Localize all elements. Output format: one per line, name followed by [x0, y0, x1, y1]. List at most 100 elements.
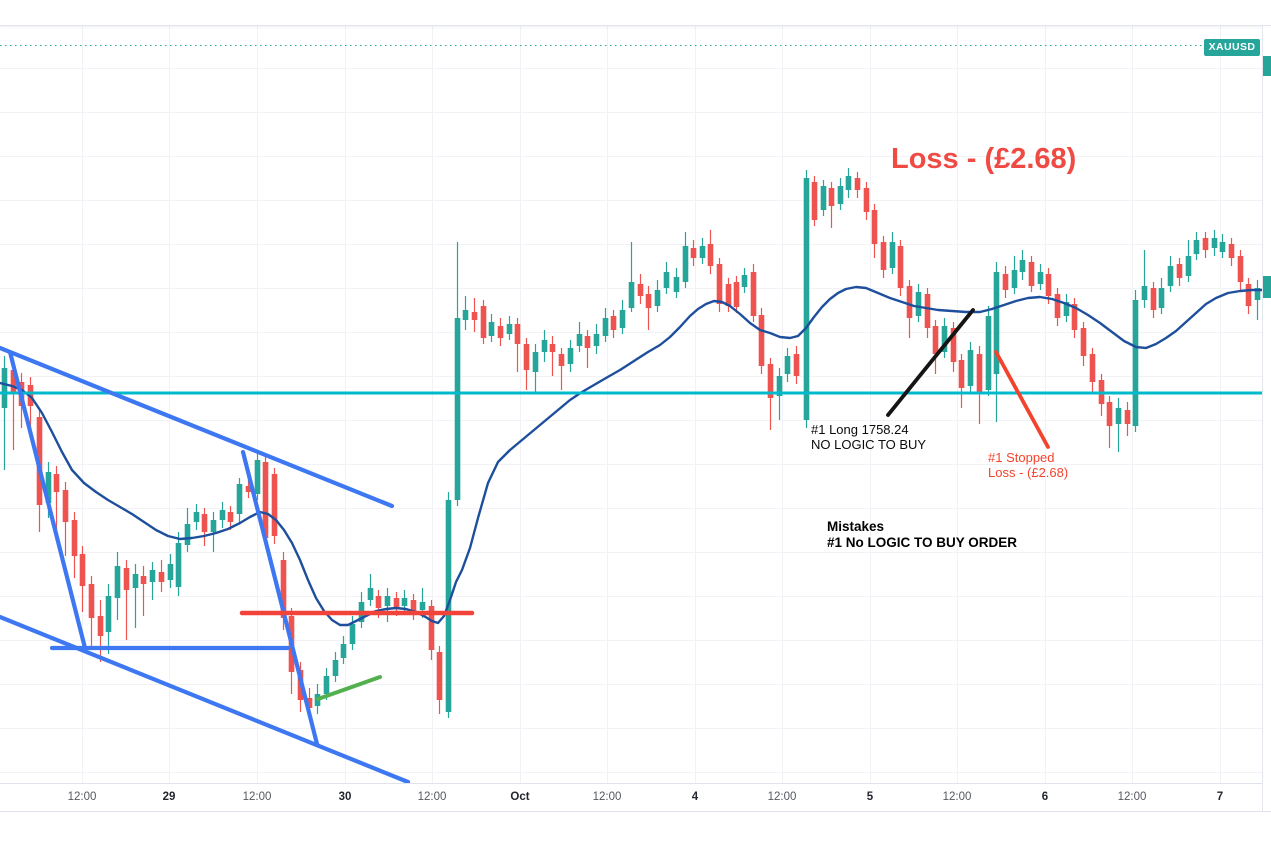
candle-body	[567, 348, 574, 364]
candle-body	[105, 596, 112, 632]
candle-body	[1150, 288, 1157, 310]
candle-body	[1237, 256, 1244, 282]
candle-body	[654, 290, 661, 306]
candle-body	[803, 178, 810, 420]
loss-heading-text[interactable]: Loss - (£2.68)	[891, 143, 1077, 175]
candle-body	[889, 242, 896, 268]
time-axis-label: 12:00	[67, 791, 97, 803]
candle-body	[985, 316, 992, 390]
candle-body	[976, 354, 983, 392]
candle-body	[993, 272, 1000, 374]
candle-body	[523, 344, 530, 370]
candle-body	[1228, 244, 1235, 258]
candle-body	[932, 326, 939, 354]
candle-body	[1054, 294, 1061, 318]
candle-body	[175, 543, 182, 587]
candle-body	[384, 596, 391, 606]
candle-body	[1254, 288, 1261, 300]
candle-body	[558, 354, 565, 366]
candle-body	[1202, 238, 1209, 250]
mistakes-note-line2: #1 No LOGIC TO BUY ORDER	[827, 535, 1018, 550]
moving-average-line	[0, 285, 1264, 627]
candle-body	[367, 588, 374, 600]
candle-body	[462, 310, 469, 320]
candle-body	[393, 598, 400, 608]
candle-body	[1141, 286, 1148, 300]
candle-body	[576, 334, 583, 346]
mistakes-note[interactable]: Mistakes #1 No LOGIC TO BUY ORDER	[827, 519, 1017, 551]
stopped-out-note[interactable]: #1 Stopped Loss - (£2.68)	[988, 450, 1068, 480]
candle-body	[1037, 272, 1044, 284]
candle-body	[71, 520, 78, 556]
trendline[interactable]	[7, 349, 88, 651]
candle-body	[1193, 240, 1200, 254]
candle-body	[820, 186, 827, 210]
support-trend-segment[interactable]	[316, 675, 382, 701]
candle-body	[254, 460, 261, 494]
symbol-badge: XAUUSD	[1204, 39, 1260, 56]
time-axis[interactable]: 12:00 29 12:00 30 12:00 Oct 12:00 4 12:00 5 12:00 6…	[0, 783, 1271, 812]
time-axis-label: 6	[1041, 791, 1049, 803]
candle-body	[776, 376, 783, 396]
candle-body	[1063, 302, 1070, 316]
candle-body	[375, 596, 382, 608]
candle-body	[793, 354, 800, 376]
candle-body	[941, 326, 948, 352]
candle-body	[663, 272, 670, 288]
candle-body	[306, 698, 313, 708]
time-axis-label: 12:00	[417, 791, 447, 803]
candle-body	[1028, 262, 1035, 286]
candle-body	[863, 188, 870, 212]
candle-body	[193, 512, 200, 522]
candle-body	[915, 292, 922, 316]
candle-body	[236, 484, 243, 514]
candle-body	[602, 318, 609, 336]
candle-body	[784, 356, 791, 374]
trendline[interactable]	[0, 345, 395, 509]
candle-body	[610, 316, 617, 330]
candle-body	[733, 282, 740, 307]
candle-body	[750, 272, 757, 316]
candle-body	[428, 606, 435, 650]
candle-body	[97, 616, 104, 636]
long-entry-note-line1: #1 Long 1758.24	[811, 422, 909, 437]
candle-body	[1080, 328, 1087, 356]
candle-body	[532, 352, 539, 372]
candle-body	[227, 512, 234, 522]
candle-body	[628, 282, 635, 308]
candle-body	[480, 306, 487, 338]
candle-body	[1019, 260, 1026, 272]
price-axis[interactable]	[1262, 26, 1271, 811]
candle-body	[541, 340, 548, 352]
candle-body	[436, 652, 443, 700]
top-toolbar	[0, 0, 1271, 26]
trendline[interactable]	[0, 614, 411, 785]
trendline[interactable]	[240, 449, 320, 747]
candle-body	[210, 520, 217, 532]
candle-body	[349, 624, 356, 644]
stop-loss-pointer-line[interactable]	[994, 350, 1050, 449]
candle-body	[906, 286, 913, 318]
candle-body	[1245, 284, 1252, 306]
candle-body	[271, 474, 278, 536]
candle-body	[741, 275, 748, 287]
candle-body	[419, 602, 426, 610]
candle-body	[167, 564, 174, 580]
candle-body	[1158, 288, 1165, 308]
time-axis-label: 12:00	[1117, 791, 1147, 803]
candle-body	[88, 584, 95, 618]
candle-body	[114, 566, 121, 598]
candle-body	[10, 370, 17, 393]
candle-body	[1167, 266, 1174, 286]
candle-body	[1211, 238, 1218, 248]
candle-body	[79, 554, 86, 586]
long-entry-note[interactable]: #1 Long 1758.24 NO LOGIC TO BUY	[811, 422, 926, 452]
candle-body	[1089, 354, 1096, 382]
candle-body	[897, 246, 904, 288]
candle-body	[549, 344, 556, 352]
candle-body	[854, 178, 861, 190]
time-axis-label: 12:00	[767, 791, 797, 803]
time-axis-label: 12:00	[242, 791, 272, 803]
long-entry-pointer-line[interactable]	[886, 308, 975, 417]
